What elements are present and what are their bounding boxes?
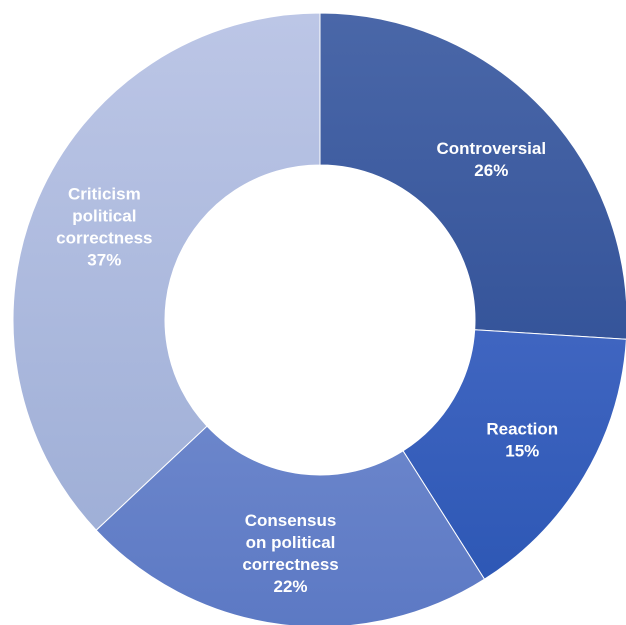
slice-name-label: correctness <box>242 555 338 574</box>
slice-label: Controversial 26% <box>437 139 547 180</box>
slice-name-label: Criticism <box>68 185 141 204</box>
slice-name-label: Consensus <box>245 511 337 530</box>
slice-value-label: 22% <box>274 577 308 596</box>
slice-consensus-on-political-correctness <box>95 425 486 625</box>
slice-name-label: political <box>72 207 136 226</box>
slice-value-label: 37% <box>87 251 121 270</box>
slice-controversial <box>319 12 626 340</box>
donut-slices <box>12 12 626 625</box>
slice-name-label: Reaction <box>486 420 558 439</box>
slice-label: Criticism political correctness 37% <box>56 185 152 270</box>
slice-criticism-political-correctness <box>12 12 321 531</box>
slice-value-label: 15% <box>505 442 539 461</box>
slice-value-label: 26% <box>474 161 508 180</box>
slice-name-label: Controversial <box>437 139 547 158</box>
slice-label: Reaction 15% <box>486 420 558 461</box>
slice-name-label: correctness <box>56 229 152 248</box>
slice-label: Consensus on political correctness 22% <box>242 511 338 596</box>
slice-reaction <box>402 329 626 580</box>
slice-labels: Controversial 26% Reaction 15% Consensus on p… <box>56 139 558 596</box>
slice-name-label: on political <box>246 533 336 552</box>
